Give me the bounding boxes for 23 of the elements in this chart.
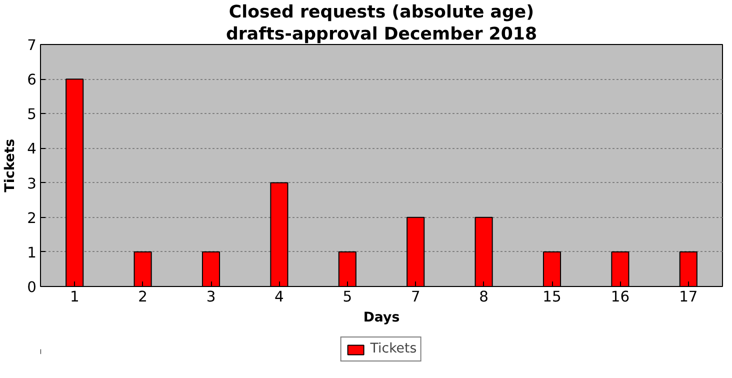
y-axis-title: Tickets [3,138,18,192]
y-tick-label: 1 [27,244,37,262]
legend-label: Tickets [370,342,417,356]
x-tick-label: 4 [274,288,284,306]
x-tick-label: 17 [679,288,698,306]
y-tick-label: 7 [27,37,37,54]
x-tick-label: 8 [479,288,488,306]
x-tick-label: 15 [542,288,562,306]
y-tick-label: 6 [27,72,37,89]
y-tick-label: 4 [27,140,37,158]
y-tick-label: 2 [27,210,37,227]
y-tick-label: 0 [27,279,37,296]
x-axis-title: Days [363,310,400,326]
x-tick-label: 7 [410,288,420,306]
x-tick-label: 16 [610,288,630,306]
y-tick-label: 3 [27,175,37,192]
chart-subtitle: drafts-approval December 2018 [226,24,538,44]
x-tick-label: 2 [138,288,148,306]
x-tick-label: 3 [206,288,216,306]
x-tick-label: 1 [70,288,80,306]
y-tick-label: 5 [27,106,37,124]
chart-title: Closed requests (absolute age) [228,2,534,22]
x-tick-label: 5 [342,288,352,306]
